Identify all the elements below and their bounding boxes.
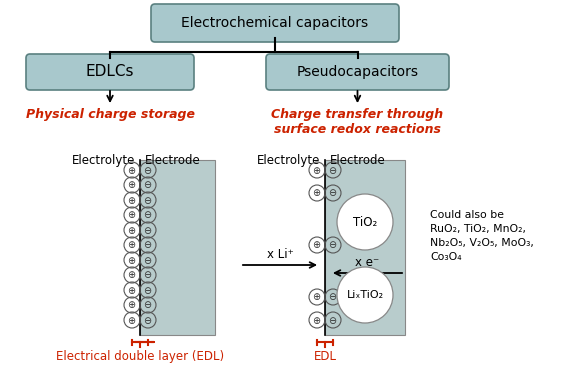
Text: $\oplus$: $\oplus$: [312, 314, 321, 326]
Text: $\ominus$: $\ominus$: [143, 195, 153, 205]
Text: $\oplus$: $\oplus$: [127, 270, 137, 280]
FancyBboxPatch shape: [26, 54, 194, 90]
Text: Electrode: Electrode: [330, 154, 386, 167]
Text: LiₓTiO₂: LiₓTiO₂: [346, 290, 384, 300]
Text: $\ominus$: $\ominus$: [143, 210, 153, 220]
Text: x e⁻: x e⁻: [355, 256, 380, 269]
FancyBboxPatch shape: [266, 54, 449, 90]
Text: $\ominus$: $\ominus$: [143, 300, 153, 311]
Text: Pseudocapacitors: Pseudocapacitors: [297, 65, 419, 79]
Text: $\ominus$: $\ominus$: [328, 164, 338, 175]
Text: Electrode: Electrode: [145, 154, 201, 167]
Text: Charge transfer through
surface redox reactions: Charge transfer through surface redox re…: [271, 108, 444, 136]
Text: $\ominus$: $\ominus$: [328, 291, 338, 303]
Text: $\oplus$: $\oplus$: [127, 195, 137, 205]
Text: $\oplus$: $\oplus$: [127, 314, 137, 326]
Text: $\ominus$: $\ominus$: [143, 225, 153, 235]
Text: Electrolyte: Electrolyte: [257, 154, 320, 167]
Text: $\ominus$: $\ominus$: [143, 240, 153, 250]
Text: $\oplus$: $\oplus$: [127, 179, 137, 190]
Text: $\oplus$: $\oplus$: [127, 164, 137, 175]
Circle shape: [337, 194, 393, 250]
Text: $\ominus$: $\ominus$: [143, 164, 153, 175]
Text: $\ominus$: $\ominus$: [328, 240, 338, 250]
Text: Electrical double layer (EDL): Electrical double layer (EDL): [56, 350, 224, 363]
Text: $\ominus$: $\ominus$: [328, 314, 338, 326]
Text: Electrolyte: Electrolyte: [71, 154, 135, 167]
Text: $\oplus$: $\oplus$: [312, 187, 321, 199]
Text: $\oplus$: $\oplus$: [312, 164, 321, 175]
Bar: [140, 160, 215, 335]
Text: $\oplus$: $\oplus$: [127, 255, 137, 265]
Bar: [325, 160, 405, 335]
Text: $\ominus$: $\ominus$: [143, 285, 153, 296]
Text: $\oplus$: $\oplus$: [127, 240, 137, 250]
Text: $\oplus$: $\oplus$: [127, 210, 137, 220]
Text: Physical charge storage: Physical charge storage: [25, 108, 195, 121]
Text: x Li⁺: x Li⁺: [267, 248, 293, 261]
Text: $\oplus$: $\oplus$: [312, 240, 321, 250]
Text: $\ominus$: $\ominus$: [143, 270, 153, 280]
FancyBboxPatch shape: [151, 4, 399, 42]
Text: $\oplus$: $\oplus$: [127, 225, 137, 235]
Text: $\ominus$: $\ominus$: [328, 187, 338, 199]
Text: $\ominus$: $\ominus$: [143, 179, 153, 190]
Circle shape: [337, 267, 393, 323]
Text: $\ominus$: $\ominus$: [143, 255, 153, 265]
Text: TiO₂: TiO₂: [353, 215, 377, 228]
Text: $\oplus$: $\oplus$: [312, 291, 321, 303]
Text: EDLCs: EDLCs: [86, 65, 134, 79]
Text: $\ominus$: $\ominus$: [143, 314, 153, 326]
Text: $\oplus$: $\oplus$: [127, 300, 137, 311]
Text: Electrochemical capacitors: Electrochemical capacitors: [181, 16, 369, 30]
Text: EDL: EDL: [313, 350, 336, 363]
Text: $\oplus$: $\oplus$: [127, 285, 137, 296]
Text: Could also be
RuO₂, TiO₂, MnO₂,
Nb₂O₅, V₂O₅, MoO₃,
Co₃O₄: Could also be RuO₂, TiO₂, MnO₂, Nb₂O₅, V…: [430, 210, 534, 262]
